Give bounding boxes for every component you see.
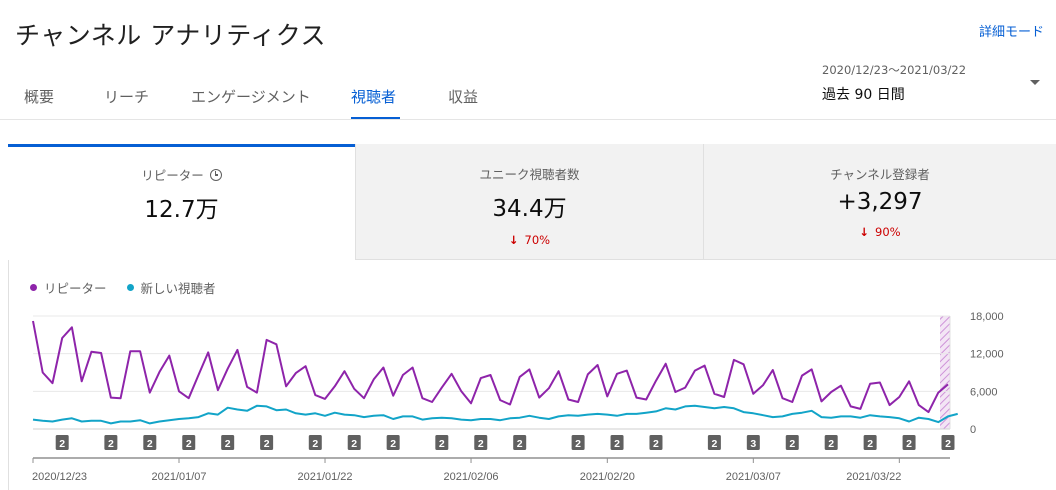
annotation-badge-label: 2: [59, 438, 65, 450]
annotation-badge: [941, 435, 955, 450]
partial-data-region: [940, 316, 950, 429]
annotation-badge-label: 2: [614, 438, 620, 450]
tab-reach[interactable]: リーチ: [104, 88, 150, 106]
y-tick-label: 18,000: [970, 311, 1004, 323]
tab-bar: 概要 リーチ エンゲージメント 視聴者 収益: [0, 70, 488, 120]
annotation-badge-label: 2: [264, 438, 270, 450]
metric-label: チャンネル登録者: [830, 167, 930, 182]
annotation-badge: [571, 435, 585, 450]
annotation-badge: [104, 435, 118, 450]
legend-dot-icon: [126, 284, 134, 291]
x-tick-label: 2021/03/22: [846, 471, 901, 483]
arrow-down-icon: ↓: [859, 225, 870, 239]
annotation-badge-label: 2: [108, 438, 114, 450]
annotation-badge: [143, 435, 157, 450]
dropdown-arrow-icon: [1030, 80, 1040, 85]
annotation-badge: [824, 435, 838, 450]
x-tick-label: 2021/01/22: [297, 471, 352, 483]
metric-label: リピーター: [141, 165, 222, 184]
annotation-badge: [221, 435, 235, 450]
annotation-badge: [649, 435, 663, 450]
annotation-badge: [863, 435, 877, 450]
annotation-badge: [610, 435, 624, 450]
annotation-badge: [474, 435, 488, 450]
annotation-badge-label: 2: [867, 438, 873, 450]
clock-icon: [209, 168, 222, 181]
legend-item-returning[interactable]: リピーター: [30, 278, 107, 297]
date-range-dates: 2020/12/23〜2021/03/22: [822, 63, 967, 77]
advanced-mode-link[interactable]: 詳細モード: [978, 25, 1044, 40]
tab-engagement[interactable]: エンゲージメント: [191, 88, 311, 106]
metric-card-unique-viewers[interactable]: ユニーク視聴者数 34.4万 ↓ 70%: [355, 144, 703, 260]
date-range-selector[interactable]: 2020/12/23〜2021/03/22 過去 90 日間: [822, 62, 1052, 106]
annotation-badge-label: 2: [225, 438, 231, 450]
x-tick-label: 2021/02/06: [444, 471, 499, 483]
annotation-badge-label: 2: [945, 438, 951, 450]
annotation-badge: [182, 435, 196, 450]
annotation-badge-label: 2: [390, 438, 396, 450]
x-tick-label: 2020/12/23: [32, 471, 87, 483]
y-tick-label: 6,000: [970, 386, 998, 398]
page-title: チャンネル アナリティクス: [15, 21, 326, 50]
annotation-badge: [260, 435, 274, 450]
annotation-badge-label: 2: [828, 438, 834, 450]
metric-card-returning[interactable]: リピーター 12.7万: [8, 144, 355, 260]
annotation-badge: [513, 435, 527, 450]
date-range-label: 過去 90 日間: [822, 87, 905, 103]
annotation-badge-label: 2: [517, 438, 523, 450]
annotation-badge: [347, 435, 361, 450]
annotation-badge: [707, 435, 721, 450]
series-line-returning: [32, 320, 949, 414]
annotation-badge-label: 2: [906, 438, 912, 450]
annotation-badge: [435, 435, 449, 450]
annotation-badge-label: 2: [147, 438, 153, 450]
annotation-badge-label: 2: [439, 438, 445, 450]
header-divider: [0, 119, 1056, 120]
metric-value: 12.7万: [144, 197, 219, 223]
tab-revenue[interactable]: 収益: [448, 88, 479, 106]
x-tick-label: 2021/03/07: [726, 471, 781, 483]
annotation-badge: [386, 435, 400, 450]
annotation-badge-label: 2: [478, 438, 484, 450]
annotation-badge-label: 2: [789, 438, 795, 450]
tab-overview[interactable]: 概要: [24, 88, 55, 106]
tab-audience[interactable]: 視聴者: [351, 70, 400, 120]
annotation-badge-label: 2: [575, 438, 581, 450]
arrow-down-icon: ↓: [508, 233, 519, 247]
y-tick-label: 12,000: [970, 349, 1004, 361]
annotation-badge-label: 2: [312, 438, 318, 450]
x-tick-label: 2021/02/20: [580, 471, 635, 483]
legend-dot-icon: [30, 284, 37, 291]
annotation-badge-label: 3: [750, 438, 756, 450]
metric-label: ユニーク視聴者数: [479, 167, 580, 182]
y-tick-label: 0: [970, 424, 976, 436]
metric-value: 34.4万: [492, 196, 567, 222]
annotation-badge: [785, 435, 799, 450]
annotation-badge-label: 2: [711, 438, 717, 450]
metric-delta: ↓ 70%: [508, 233, 551, 247]
x-tick-label: 2021/01/07: [151, 471, 206, 483]
annotation-badge: [902, 435, 916, 450]
annotation-badge: [55, 435, 69, 450]
metric-value: +3,297: [837, 189, 923, 215]
annotation-badge: [308, 435, 322, 450]
audience-line-chart: 18,000 12,000 6,000 0 2 2 2 2 2 2 2 2 2 2 2 2 2 2 2 2 3 2 2 2 2 2…: [32, 311, 1004, 483]
metric-card-subscribers[interactable]: チャンネル登録者 +3,297 ↓ 90%: [703, 144, 1056, 260]
metric-delta: ↓ 90%: [859, 225, 901, 239]
annotation-badge-label: 2: [186, 438, 192, 450]
annotation-badge-label: 2: [653, 438, 659, 450]
annotation-badge: [746, 435, 760, 450]
chart-legend: リピーター 新しい視聴者: [30, 278, 216, 297]
legend-item-new[interactable]: 新しい視聴者: [126, 278, 216, 297]
annotation-badge-label: 2: [351, 438, 357, 450]
series-line-new: [32, 404, 958, 425]
